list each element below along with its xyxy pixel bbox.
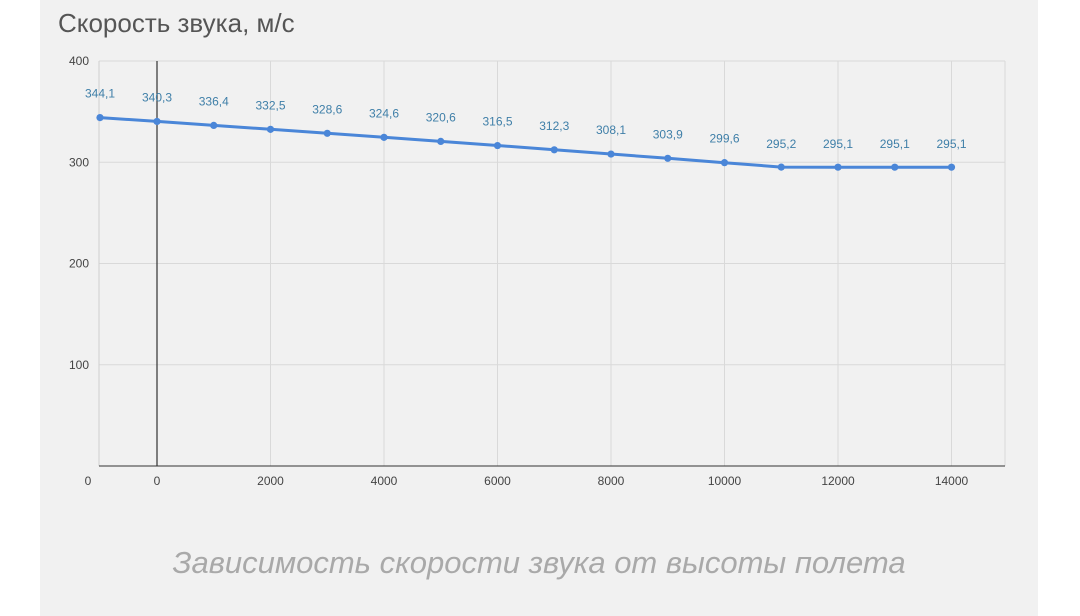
series-line [99, 116, 952, 169]
data-label: 340,3 [142, 90, 172, 104]
data-point [664, 154, 672, 162]
data-point [947, 163, 956, 171]
data-point [380, 133, 388, 141]
y-tick-label: 400 [69, 54, 89, 68]
data-label: 344,1 [85, 87, 115, 101]
data-label: 312,3 [539, 119, 569, 133]
data-point [153, 117, 161, 126]
y-tick-label: 200 [69, 257, 89, 271]
data-point [891, 163, 899, 171]
data-label: 328,6 [312, 102, 342, 116]
data-label: 295,1 [936, 137, 966, 151]
chart-panel [40, 0, 1038, 616]
chart-caption: Зависимость скорости звука от высоты пол… [172, 545, 906, 580]
x-tick-label: 14000 [935, 474, 969, 488]
data-label: 299,6 [709, 132, 739, 146]
axes [98, 61, 1005, 467]
x-tick-label: 8000 [598, 474, 625, 488]
x-tick-label: 0 [85, 474, 92, 488]
x-tick-label: 4000 [371, 474, 398, 488]
data-point [210, 121, 218, 129]
data-points [96, 113, 956, 171]
data-label: 295,1 [880, 137, 910, 151]
data-label: 303,9 [653, 127, 683, 141]
data-point [266, 125, 275, 133]
data-point [550, 146, 558, 154]
data-point [720, 159, 729, 167]
x-tick-label: 2000 [257, 474, 284, 488]
data-label: 295,1 [823, 137, 853, 151]
data-label: 324,6 [369, 106, 399, 120]
x-tick-label: 6000 [484, 474, 511, 488]
gridlines [99, 60, 1006, 466]
data-point [493, 141, 502, 150]
data-point [777, 163, 785, 171]
data-point [323, 129, 331, 137]
y-tick-label: 100 [69, 358, 89, 372]
data-label: 308,1 [596, 123, 626, 137]
data-label: 320,6 [426, 110, 456, 124]
data-point [607, 150, 615, 158]
chart-title: Скорость звука, м/с [58, 8, 295, 38]
data-label: 295,2 [766, 137, 796, 151]
data-label: 336,4 [199, 94, 229, 108]
data-point [834, 163, 842, 171]
data-point [96, 113, 104, 122]
x-tick-label: 0 [154, 474, 161, 488]
data-label: 332,5 [255, 98, 285, 112]
series-polyline [99, 116, 952, 169]
y-tick-label: 300 [69, 155, 89, 169]
x-tick-label: 12000 [821, 474, 855, 488]
data-point [437, 137, 445, 145]
x-tick-label: 10000 [708, 474, 742, 488]
data-labels: 344,1 340,3 336,4 332,5 328,6 324,6 320,6 316,5… [85, 87, 967, 152]
data-label: 316,5 [482, 115, 512, 129]
